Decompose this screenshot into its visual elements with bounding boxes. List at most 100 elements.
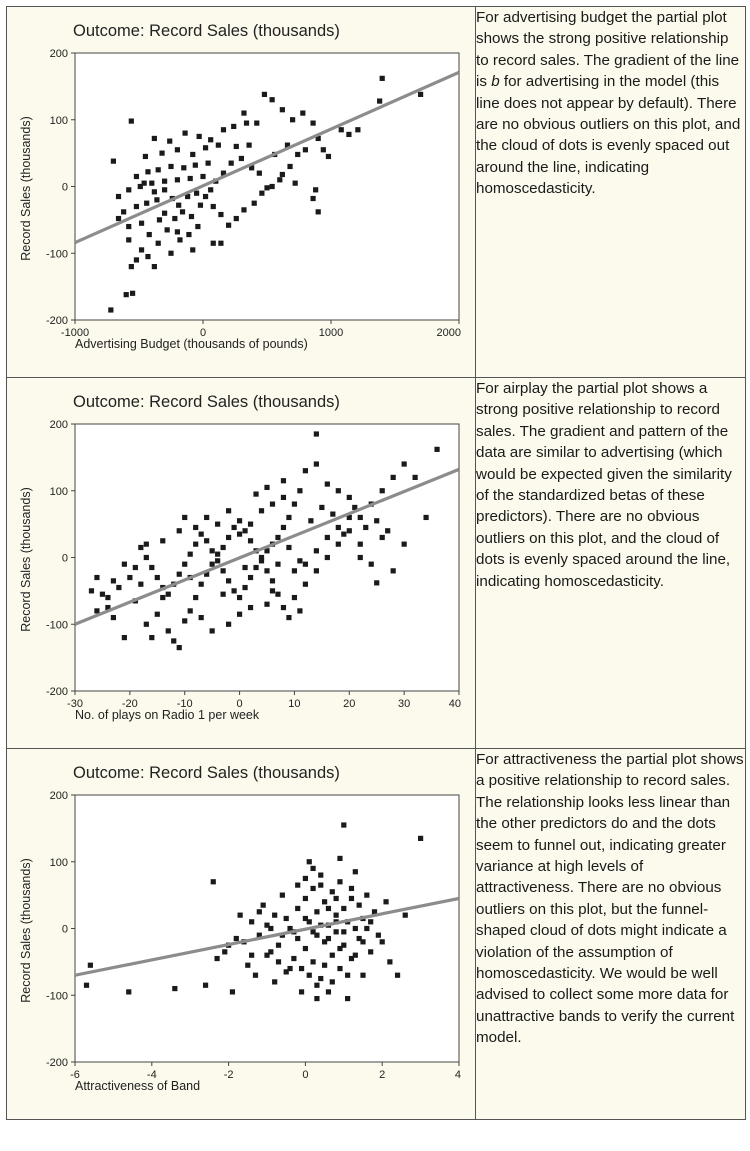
data-point xyxy=(242,564,248,571)
data-point xyxy=(123,292,129,298)
data-point xyxy=(346,514,352,521)
data-point xyxy=(264,568,270,574)
data-point xyxy=(226,621,232,627)
text-cell-attractiveness: For attractiveness the partial plot show… xyxy=(475,748,746,1120)
data-point xyxy=(318,882,324,888)
y-tick-label: 100 xyxy=(50,115,68,127)
data-point xyxy=(194,190,200,196)
data-point xyxy=(314,982,320,988)
data-point xyxy=(218,211,224,218)
data-point xyxy=(138,247,145,253)
data-point xyxy=(202,982,209,988)
data-point xyxy=(154,197,160,203)
x-tick-label: -20 xyxy=(122,698,138,710)
data-point xyxy=(204,538,210,544)
data-point xyxy=(215,551,221,557)
data-point xyxy=(145,169,151,175)
data-point xyxy=(346,494,352,501)
data-point xyxy=(341,822,347,828)
data-point xyxy=(231,123,237,130)
data-point xyxy=(313,548,319,554)
data-point xyxy=(228,160,234,166)
data-point xyxy=(310,120,316,126)
y-axis-label: Record Sales (thousands) xyxy=(19,116,33,261)
data-point xyxy=(313,461,319,467)
y-tick-label: -100 xyxy=(46,248,68,260)
data-point xyxy=(337,855,343,862)
data-point xyxy=(115,215,122,222)
data-point xyxy=(208,187,214,193)
data-point xyxy=(355,127,361,133)
data-point xyxy=(291,568,298,574)
data-point xyxy=(247,521,254,527)
data-point xyxy=(268,949,274,955)
data-point xyxy=(198,581,204,587)
data-point xyxy=(287,965,293,972)
y-axis-label: Record Sales (thousands) xyxy=(19,858,33,1003)
data-point xyxy=(412,474,418,480)
data-point xyxy=(363,524,369,531)
data-point xyxy=(138,220,145,226)
data-point xyxy=(295,905,301,912)
data-point xyxy=(272,912,278,918)
data-point xyxy=(160,594,166,601)
data-point xyxy=(145,253,151,260)
data-point xyxy=(176,571,182,577)
x-tick-label: 30 xyxy=(398,698,410,710)
data-point xyxy=(110,578,116,584)
data-point xyxy=(258,558,265,564)
data-point xyxy=(297,608,303,614)
data-point xyxy=(105,604,111,611)
x-tick-label: 2 xyxy=(379,1069,385,1081)
y-tick-label: -200 xyxy=(46,1057,68,1069)
partial-plots-table: Outcome: Record Sales (thousands) -200 -10… xyxy=(6,6,746,1120)
data-point xyxy=(368,949,374,955)
data-point xyxy=(302,945,308,952)
data-point xyxy=(360,972,366,978)
data-point xyxy=(357,541,363,547)
data-point xyxy=(302,561,308,567)
data-point xyxy=(121,635,127,641)
data-point xyxy=(284,142,291,148)
x-axis-label: No. of plays on Radio 1 per week xyxy=(75,708,260,722)
data-point xyxy=(210,879,216,885)
data-point xyxy=(226,508,232,514)
data-point xyxy=(209,561,215,567)
data-point xyxy=(394,972,401,978)
data-point xyxy=(83,982,90,988)
data-point xyxy=(181,165,187,171)
data-point xyxy=(264,185,270,191)
data-point xyxy=(128,264,134,270)
data-point xyxy=(110,158,116,164)
description-advertising: For advertising budget the partial plot … xyxy=(476,9,741,198)
data-point xyxy=(236,611,243,617)
data-point xyxy=(352,952,358,958)
data-point xyxy=(258,554,265,561)
data-point xyxy=(325,989,332,995)
data-point xyxy=(251,200,257,206)
data-point xyxy=(202,145,209,151)
data-point xyxy=(192,162,198,168)
data-point xyxy=(149,180,155,186)
data-point xyxy=(172,985,178,992)
data-point xyxy=(310,929,316,935)
data-point xyxy=(300,110,306,116)
data-point xyxy=(94,608,100,614)
data-point xyxy=(418,91,424,97)
data-point xyxy=(143,541,149,547)
data-point xyxy=(220,591,226,597)
data-point xyxy=(280,524,287,531)
data-point xyxy=(275,959,282,965)
data-point xyxy=(214,955,220,962)
data-point xyxy=(348,895,355,902)
y-axis-label: Record Sales (thousands) xyxy=(19,487,33,632)
data-point xyxy=(308,518,314,524)
data-point xyxy=(368,919,374,925)
data-point xyxy=(279,171,285,178)
data-point xyxy=(205,160,211,166)
data-point xyxy=(94,574,100,581)
data-point xyxy=(341,905,347,912)
data-point xyxy=(310,959,316,965)
data-point xyxy=(314,909,320,915)
data-point xyxy=(310,865,316,872)
